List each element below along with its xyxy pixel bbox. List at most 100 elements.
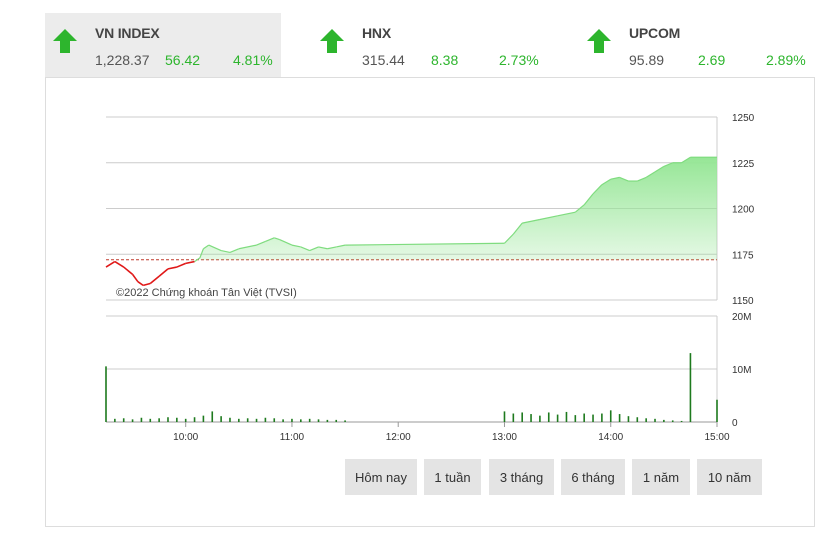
volume-bar [122, 418, 125, 422]
volume-bar [645, 418, 647, 422]
volume-bar [627, 416, 630, 422]
range-button-6-months[interactable]: 6 tháng [561, 459, 625, 495]
grid-layer [106, 116, 718, 427]
price-line-segment [220, 250, 231, 254]
volume-bar [503, 411, 506, 422]
volume-bar [114, 418, 116, 422]
arrow-up-icon [587, 29, 611, 53]
price-line-segment [142, 282, 151, 287]
price-line-segment [199, 248, 204, 259]
volume-bar [716, 399, 718, 422]
volume-bar [238, 418, 240, 422]
volume-bar [663, 419, 665, 422]
volume-bar [547, 412, 550, 422]
ticker-value: 315.44 [362, 52, 405, 68]
price-line-segment [619, 176, 629, 182]
volume-bar [512, 413, 515, 422]
price-line-segment [194, 257, 201, 263]
price-line-segment [185, 260, 195, 265]
volume-bar [149, 418, 152, 422]
price-line-segment [291, 244, 301, 248]
price-line-segment [610, 176, 620, 180]
volume-bar [220, 416, 222, 422]
volume-bar [131, 419, 134, 422]
ticker-hnx[interactable]: HNX 315.44 8.38 2.73% [312, 13, 548, 77]
price-line-segment [637, 176, 647, 182]
volume-bar [344, 420, 346, 422]
price-line-segment [167, 266, 178, 270]
range-button-1-year[interactable]: 1 năm [632, 459, 690, 495]
volume-bar [246, 418, 249, 422]
volume-tick-label: 20M [732, 312, 751, 323]
volume-bar [636, 417, 639, 422]
volume-bar [335, 419, 338, 422]
price-line-segment [512, 222, 523, 235]
ticker-name: VN INDEX [95, 25, 160, 41]
volume-bar [264, 417, 267, 422]
volume-bar [521, 412, 523, 422]
price-area-fill [199, 157, 717, 260]
price-line-segment [208, 244, 222, 252]
volume-bar [167, 417, 169, 422]
price-line-segment [601, 178, 612, 186]
ticker-name: HNX [362, 25, 391, 41]
volume-bar [654, 418, 656, 422]
range-button-3-months[interactable]: 3 tháng [489, 459, 554, 495]
price-line-segment [203, 244, 210, 250]
price-line-segment [574, 204, 585, 213]
price-line-segment [327, 246, 337, 250]
price-line-segment [238, 244, 257, 250]
price-line-segment [274, 237, 280, 241]
volume-bar [176, 417, 178, 422]
price-line-segment [663, 162, 673, 167]
volume-bar [300, 419, 302, 422]
price-line-segment [336, 244, 346, 248]
volume-bar [202, 415, 205, 422]
price-line-segment [149, 275, 160, 285]
price-tick-label: 1150 [732, 296, 754, 307]
range-button-10-years[interactable]: 10 năm [697, 459, 762, 495]
ticker-percent: 2.89% [766, 52, 806, 68]
volume-bars-layer [105, 353, 718, 422]
price-line-segment [318, 246, 328, 250]
axis-labels-layer: 1150 1175 1200 1225 1250 0 10M 20M 10:00 11:00 12:… [173, 113, 755, 443]
ticker-value: 95.89 [629, 52, 665, 68]
volume-bar [680, 420, 683, 422]
volume-bar [530, 414, 532, 422]
volume-bar [556, 414, 559, 422]
price-tick-label: 1250 [732, 113, 755, 124]
range-button-today[interactable]: Hôm nay [345, 459, 417, 495]
ticker-value: 1,228.37 [95, 52, 150, 68]
ticker-name: UPCOM [629, 25, 681, 41]
price-line-segment [279, 239, 293, 246]
price-line-segment [645, 171, 656, 178]
price-line-segment [654, 165, 665, 173]
volume-bar [609, 410, 612, 422]
volume-bar [273, 418, 276, 422]
price-tick-label: 1200 [732, 205, 755, 216]
price-line-segment [137, 281, 144, 287]
volume-tick-label: 0 [732, 418, 738, 429]
ticker-upcom[interactable]: UPCOM 95.89 2.69 2.89% [579, 13, 815, 77]
price-line-segment [309, 246, 319, 252]
x-tick-label: 10:00 [173, 432, 198, 443]
x-tick-label: 12:00 [386, 432, 411, 443]
price-line-segment [229, 248, 240, 253]
volume-bar [618, 414, 621, 422]
volume-bar [229, 417, 231, 422]
volume-bar [326, 419, 329, 422]
range-button-1-week[interactable]: 1 tuần [424, 459, 481, 495]
chart-watermark: ©2022 Chứng khoán Tân Việt (TVSI) [116, 287, 297, 299]
volume-bar [689, 353, 692, 422]
volume-bar [317, 419, 320, 422]
price-line-segment [131, 273, 139, 283]
price-line-segment [300, 246, 310, 252]
volume-tick-label: 10M [732, 365, 751, 376]
volume-bar [583, 413, 585, 422]
price-line-segment [592, 184, 603, 195]
ticker-vnindex[interactable]: VN INDEX 1,228.37 56.42 4.81% [45, 13, 281, 77]
volume-bar [140, 417, 143, 422]
volume-bar [592, 414, 594, 422]
volume-bar [282, 419, 284, 422]
price-line-segment [681, 156, 691, 164]
